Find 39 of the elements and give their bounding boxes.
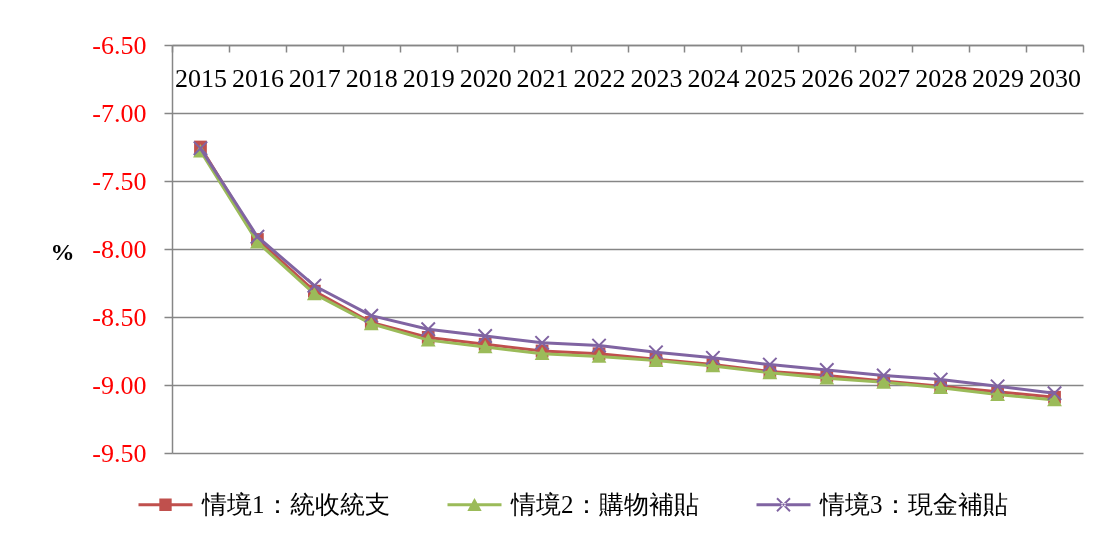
point — [648, 344, 664, 360]
x-tick-label: 2018 — [345, 63, 398, 93]
y-axis-title: % — [50, 238, 75, 265]
y-tick-label: -9.00 — [92, 370, 147, 400]
x-tick-label: 2022 — [573, 63, 626, 93]
point — [1047, 385, 1062, 401]
x-tick-label: 2030 — [1029, 63, 1082, 93]
point — [477, 328, 493, 344]
x-tick-label: 2021 — [516, 63, 569, 93]
y-tick-label: -8.50 — [92, 302, 147, 332]
point — [705, 350, 721, 366]
x-tick-label: 2015 — [174, 63, 227, 93]
x-tick-label: 2028 — [915, 63, 968, 93]
y-tick-label: -7.00 — [92, 98, 147, 128]
legend-label: 情境3：現金補貼 — [819, 490, 1008, 518]
point — [819, 362, 835, 378]
point — [306, 278, 322, 294]
x-tick-label: 2017 — [288, 63, 341, 93]
x-tick-label: 2027 — [858, 63, 911, 93]
y-tick-label: -6.50 — [92, 30, 147, 60]
x-tick-label: 2020 — [459, 63, 512, 93]
point — [933, 372, 949, 387]
y-tick-label: -7.50 — [92, 166, 147, 196]
x-tick-label: 2026 — [801, 63, 854, 93]
point — [363, 308, 379, 324]
y-tick-label: -9.50 — [92, 438, 147, 468]
x-tick-label: 2029 — [972, 63, 1025, 93]
x-tick-label: 2025 — [744, 63, 797, 93]
x-tick-label: 2016 — [231, 63, 284, 93]
x-tick-label: 2019 — [402, 63, 455, 93]
x-tick-label: 2024 — [687, 63, 740, 93]
point — [534, 335, 550, 351]
legend-label: 情境1：統收統支 — [201, 490, 390, 518]
point — [876, 368, 892, 383]
point — [990, 378, 1006, 394]
x-tick-label: 2023 — [630, 63, 683, 93]
y-tick-label: -8.00 — [92, 234, 147, 264]
point — [249, 229, 265, 245]
legend-label: 情境2：購物補貼 — [510, 490, 699, 518]
